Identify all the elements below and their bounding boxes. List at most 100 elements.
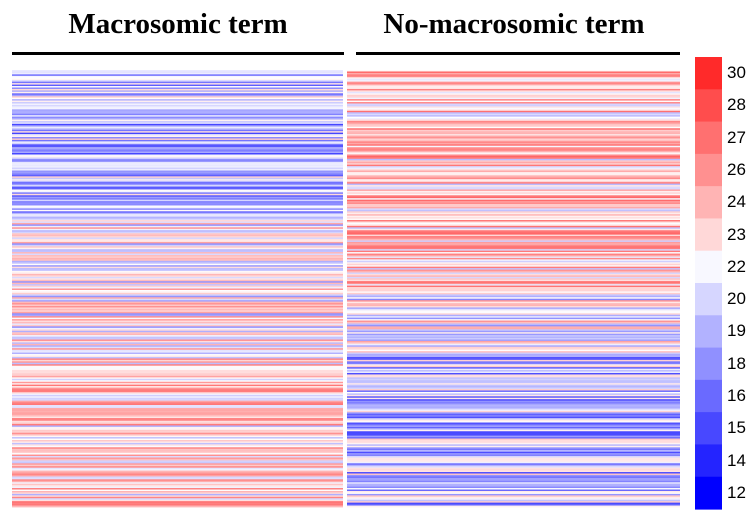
heatmap-cell	[12, 346, 343, 349]
heatmap-cell	[347, 234, 680, 237]
heatmap-cell	[12, 138, 343, 141]
heatmap-cell	[347, 493, 680, 496]
heatmap-cell	[12, 316, 343, 319]
heatmap-cell	[347, 372, 680, 375]
heatmap-cell	[347, 180, 680, 183]
legend-tick-label: 26	[727, 160, 746, 179]
heatmap-cell	[12, 444, 343, 447]
heatmap-cell	[12, 493, 343, 496]
heatmap-cell	[347, 142, 680, 145]
heatmap-cell	[12, 454, 343, 457]
heatmap-cell	[12, 250, 343, 253]
heatmap-cell	[12, 406, 343, 409]
heatmap-cell	[12, 421, 343, 423]
heatmap-cell	[347, 141, 680, 144]
heatmap-cell	[12, 447, 343, 450]
heatmap-cell	[12, 208, 343, 211]
legend-swatch	[695, 153, 722, 187]
heatmap-cell	[12, 335, 343, 337]
heatmap-cell	[12, 113, 343, 116]
heatmap-cell	[12, 426, 343, 429]
heatmap-cell	[12, 205, 343, 208]
heatmap-cell	[347, 469, 680, 471]
heatmap-cell	[347, 432, 680, 435]
heatmap-cell	[347, 177, 680, 180]
heatmap-cell	[12, 224, 343, 227]
heatmap-cell	[12, 99, 343, 101]
heatmap-cell	[12, 396, 343, 399]
heatmap-cell	[12, 266, 343, 269]
heatmap-cell	[12, 102, 343, 104]
heatmap-cell	[12, 247, 343, 250]
heatmap-cell	[12, 202, 343, 205]
heatmap-cell	[12, 129, 343, 132]
heatmap-cell	[347, 173, 680, 176]
heatmap-cell	[12, 298, 343, 301]
heatmap-cell	[347, 314, 680, 317]
heatmap-cell	[12, 123, 343, 126]
heatmap-cell	[347, 131, 680, 134]
heatmap-cell	[12, 307, 343, 310]
heatmap-cell	[347, 247, 680, 250]
heatmap-cell	[347, 265, 680, 268]
heatmap-cell	[347, 72, 680, 75]
heatmap-cell	[12, 482, 343, 485]
heatmap-cell	[12, 405, 343, 407]
heatmap-cell	[347, 182, 680, 185]
heatmap-cell	[347, 304, 680, 307]
heatmap-cell	[12, 104, 343, 107]
heatmap-cell	[347, 288, 680, 291]
heatmap-cell	[12, 374, 343, 377]
heatmap-cell	[347, 300, 680, 303]
heatmap-cell	[12, 190, 343, 193]
heatmap-cell	[12, 206, 343, 209]
heatmap-cell	[347, 482, 680, 485]
heatmap-cell	[12, 218, 343, 221]
heatmap-cell	[12, 246, 343, 249]
heatmap-cell	[12, 176, 343, 179]
heatmap-cell	[12, 209, 343, 212]
heatmap-cell	[12, 116, 343, 119]
heatmap-cell	[12, 495, 343, 498]
heatmap-cell	[347, 381, 680, 384]
heatmap-cell	[12, 71, 343, 74]
heatmap-cell	[12, 297, 343, 300]
heatmap-cell	[12, 423, 343, 426]
heatmap-cell	[347, 150, 680, 152]
heatmap-cell	[347, 389, 680, 391]
group-bar-no-macrosomic	[356, 52, 680, 55]
heatmap-cell	[12, 241, 343, 244]
heatmap-cell	[12, 352, 343, 355]
heatmap-cell	[12, 377, 343, 380]
heatmap-cell	[12, 463, 343, 466]
heatmap-cell	[347, 333, 680, 336]
heatmap-cell	[12, 320, 343, 323]
heatmap-cell	[12, 128, 343, 131]
heatmap-cell	[12, 74, 343, 77]
heatmap-cell	[347, 134, 680, 136]
heatmap-cell	[347, 444, 680, 447]
heatmap-cell	[347, 103, 680, 106]
heatmap-cell	[347, 273, 680, 276]
heatmap-cell	[347, 323, 680, 326]
heatmap-cell	[347, 236, 680, 238]
heatmap-cell	[347, 192, 680, 195]
heatmap-cell	[12, 148, 343, 151]
heatmap-cell	[12, 243, 343, 246]
heatmap-cell	[347, 257, 680, 260]
heatmap-cell	[347, 212, 680, 215]
heatmap-cell	[12, 198, 343, 201]
heatmap-cell	[12, 221, 343, 224]
heatmap-cell	[12, 319, 343, 321]
heatmap-cell	[12, 441, 343, 444]
heatmap-cell	[12, 125, 343, 128]
heatmap-cell	[347, 340, 680, 343]
heatmap-cell	[347, 461, 680, 464]
heatmap-cell	[12, 294, 343, 297]
heatmap-cell	[347, 504, 680, 506]
heatmap-cell	[12, 428, 343, 431]
heatmap-cell	[12, 126, 343, 129]
heatmap-cell	[12, 174, 343, 177]
heatmap-cell	[347, 99, 680, 101]
